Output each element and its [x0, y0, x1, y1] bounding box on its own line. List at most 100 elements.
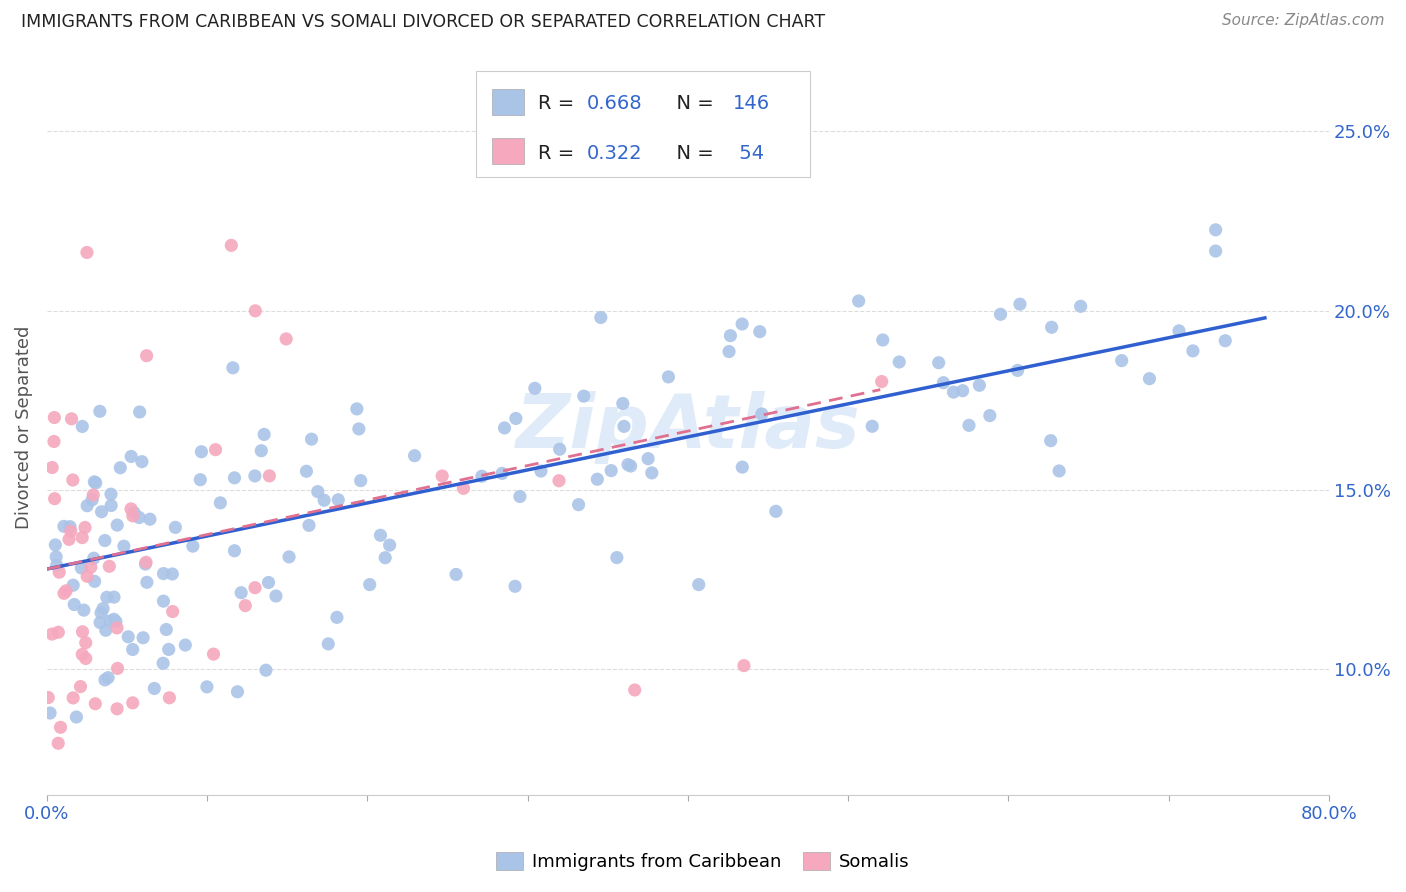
- Text: ZipAtlas: ZipAtlas: [516, 391, 860, 464]
- Point: [548, 474, 571, 488]
- Point: [494, 421, 516, 435]
- Point: [1205, 244, 1227, 258]
- Point: [548, 442, 571, 457]
- Point: [233, 599, 256, 613]
- Point: [100, 499, 122, 513]
- Point: [600, 464, 623, 478]
- Text: N =: N =: [664, 144, 720, 162]
- Point: [174, 638, 197, 652]
- Point: [70, 531, 93, 545]
- Point: [952, 384, 974, 398]
- Point: [226, 685, 249, 699]
- Point: [94, 533, 117, 548]
- Point: [314, 493, 336, 508]
- Point: [432, 469, 454, 483]
- Point: [52, 519, 75, 533]
- Point: [222, 360, 245, 375]
- Point: [404, 449, 426, 463]
- Point: [509, 490, 531, 504]
- Point: [83, 551, 105, 566]
- Text: IMMIGRANTS FROM CARIBBEAN VS SOMALI DIVORCED OR SEPARATED CORRELATION CHART: IMMIGRANTS FROM CARIBBEAN VS SOMALI DIVO…: [21, 13, 825, 31]
- Point: [48, 566, 70, 580]
- Point: [253, 427, 276, 442]
- Point: [209, 496, 232, 510]
- Point: [41, 627, 63, 641]
- Point: [623, 683, 645, 698]
- Point: [37, 690, 59, 705]
- Point: [568, 498, 591, 512]
- Point: [134, 557, 156, 571]
- Point: [307, 484, 329, 499]
- Point: [979, 409, 1001, 423]
- Point: [132, 631, 155, 645]
- Point: [617, 458, 640, 472]
- Text: 54: 54: [733, 144, 763, 162]
- Point: [135, 349, 157, 363]
- Point: [162, 566, 184, 581]
- Point: [91, 601, 114, 615]
- Point: [224, 471, 246, 485]
- Point: [44, 538, 66, 552]
- Point: [505, 411, 527, 425]
- Point: [523, 381, 546, 395]
- Point: [298, 518, 321, 533]
- Point: [46, 625, 69, 640]
- Point: [195, 680, 218, 694]
- Point: [45, 549, 67, 564]
- Point: [765, 504, 787, 518]
- Point: [62, 473, 84, 487]
- Point: [612, 396, 634, 410]
- Point: [105, 702, 128, 716]
- Point: [49, 720, 72, 734]
- Point: [453, 481, 475, 495]
- Point: [181, 539, 204, 553]
- Point: [84, 475, 107, 490]
- Point: [751, 407, 773, 421]
- Point: [83, 574, 105, 589]
- Point: [76, 499, 98, 513]
- Point: [224, 543, 246, 558]
- Point: [46, 736, 69, 750]
- Point: [98, 559, 121, 574]
- Point: [250, 443, 273, 458]
- Text: 0.322: 0.322: [586, 144, 643, 162]
- Point: [44, 410, 66, 425]
- Point: [889, 355, 911, 369]
- Point: [135, 555, 157, 569]
- Point: [72, 624, 94, 639]
- Point: [96, 591, 118, 605]
- Point: [45, 558, 67, 573]
- Point: [657, 370, 679, 384]
- Point: [731, 460, 754, 475]
- Point: [155, 623, 177, 637]
- Point: [62, 578, 84, 592]
- Point: [245, 303, 267, 318]
- Point: [152, 594, 174, 608]
- Point: [107, 661, 129, 675]
- Point: [165, 520, 187, 534]
- Point: [491, 467, 513, 481]
- Point: [188, 473, 211, 487]
- Point: [152, 566, 174, 581]
- Point: [162, 605, 184, 619]
- Point: [112, 539, 135, 553]
- FancyBboxPatch shape: [477, 70, 810, 178]
- Point: [59, 519, 82, 533]
- Point: [70, 561, 93, 575]
- Point: [73, 520, 96, 534]
- Point: [76, 569, 98, 583]
- Point: [157, 642, 180, 657]
- Text: 0.668: 0.668: [586, 95, 643, 113]
- Legend: Immigrants from Caribbean, Somalis: Immigrants from Caribbean, Somalis: [489, 845, 917, 879]
- Point: [1007, 363, 1029, 377]
- Point: [748, 325, 770, 339]
- Point: [637, 451, 659, 466]
- Point: [90, 505, 112, 519]
- Point: [97, 671, 120, 685]
- Point: [72, 419, 94, 434]
- Point: [120, 501, 142, 516]
- Point: [530, 464, 553, 478]
- Point: [957, 418, 980, 433]
- Point: [346, 401, 368, 416]
- Point: [143, 681, 166, 696]
